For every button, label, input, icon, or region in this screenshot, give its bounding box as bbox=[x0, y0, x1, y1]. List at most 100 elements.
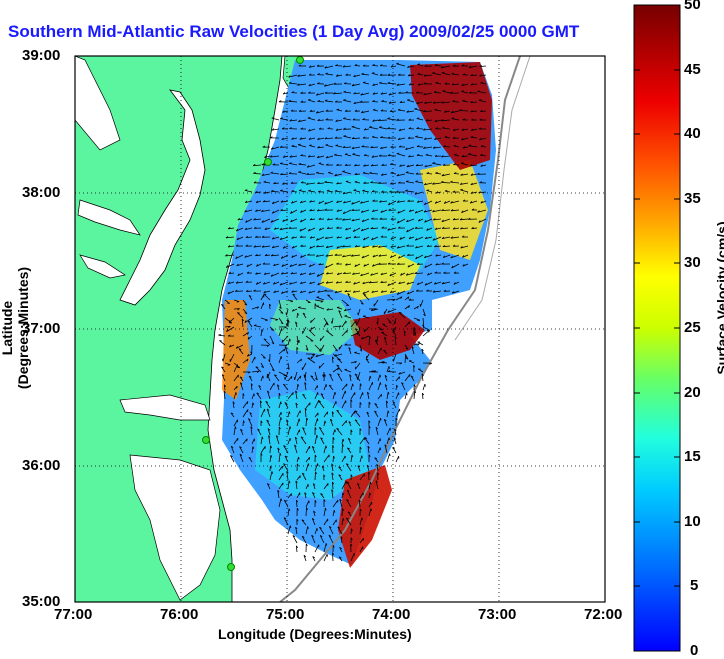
velocity-arrow bbox=[291, 137, 298, 140]
velocity-arrow bbox=[441, 155, 451, 158]
velocity-arrow-head bbox=[262, 145, 266, 148]
velocity-arrow-head bbox=[326, 189, 330, 192]
velocity-arrow-head bbox=[397, 211, 400, 214]
velocity-arrow bbox=[480, 200, 487, 204]
velocity-arrow-head bbox=[290, 211, 293, 214]
velocity-arrow-head bbox=[244, 312, 248, 314]
velocity-arrow-head bbox=[477, 90, 480, 92]
velocity-arrow-head bbox=[451, 265, 454, 269]
velocity-arrow bbox=[248, 418, 253, 427]
velocity-arrow-head bbox=[441, 226, 445, 229]
velocity-arrow bbox=[478, 99, 487, 103]
velocity-arrow bbox=[444, 190, 451, 193]
velocity-arrow-head bbox=[295, 545, 299, 549]
velocity-arrow-head bbox=[240, 382, 243, 385]
velocity-arrow-head bbox=[480, 164, 483, 167]
velocity-arrow-head bbox=[239, 376, 243, 379]
velocity-arrow-head bbox=[324, 373, 326, 377]
velocity-arrow bbox=[367, 446, 370, 454]
velocity-arrow-head bbox=[360, 210, 364, 213]
velocity-arrow-head bbox=[266, 373, 270, 377]
velocity-arrow-head bbox=[415, 135, 418, 138]
velocity-arrow-head bbox=[396, 83, 400, 86]
velocity-arrow-head bbox=[451, 72, 455, 75]
velocity-arrow bbox=[434, 245, 442, 248]
velocity-arrow-head bbox=[372, 264, 375, 267]
velocity-arrow bbox=[324, 200, 334, 205]
velocity-arrow-head bbox=[235, 244, 239, 247]
velocity-arrow bbox=[235, 254, 244, 259]
velocity-arrow-head bbox=[350, 254, 354, 257]
velocity-arrow-head bbox=[380, 109, 384, 112]
velocity-arrow bbox=[317, 182, 325, 184]
velocity-arrow bbox=[424, 182, 433, 186]
velocity-arrow bbox=[453, 173, 460, 175]
velocity-arrow-head bbox=[368, 401, 371, 405]
velocity-arrow-head bbox=[417, 63, 420, 65]
velocity-arrow-head bbox=[310, 320, 312, 323]
velocity-yellow bbox=[320, 245, 420, 300]
velocity-arrow bbox=[267, 483, 271, 490]
velocity-arrow-head bbox=[408, 83, 412, 86]
velocity-arrow-head bbox=[462, 146, 466, 149]
velocity-arrow bbox=[314, 412, 319, 418]
velocity-arrow-head bbox=[387, 136, 390, 139]
velocity-arrow bbox=[289, 281, 298, 285]
velocity-arrow-head bbox=[308, 129, 311, 132]
velocity-arrow bbox=[296, 475, 301, 481]
velocity-arrow bbox=[362, 290, 370, 295]
velocity-arrow-head bbox=[280, 189, 283, 192]
velocity-arrow-head bbox=[289, 338, 291, 342]
colorbar-tick-label: 10 bbox=[684, 513, 701, 530]
velocity-arrow-head bbox=[434, 119, 437, 122]
velocity-arrow bbox=[426, 173, 433, 175]
velocity-arrow bbox=[386, 453, 390, 463]
velocity-arrow bbox=[314, 344, 322, 352]
velocity-arrow-head bbox=[450, 180, 453, 183]
velocity-arrow bbox=[354, 173, 361, 176]
velocity-arrow bbox=[272, 209, 280, 214]
velocity-arrow bbox=[295, 402, 298, 409]
velocity-arrow bbox=[434, 200, 442, 204]
velocity-arrow-head bbox=[295, 480, 298, 484]
velocity-arrow bbox=[390, 172, 397, 175]
velocity-arrow bbox=[325, 144, 334, 148]
velocity-arrow bbox=[417, 64, 424, 67]
velocity-arrow bbox=[354, 373, 361, 382]
velocity-arrow-head bbox=[266, 345, 270, 347]
velocity-arrow bbox=[381, 173, 388, 176]
velocity-arrow-head bbox=[308, 99, 311, 101]
velocity-arrow bbox=[278, 299, 282, 309]
velocity-arrow bbox=[308, 128, 316, 132]
velocity-arrow bbox=[415, 136, 424, 139]
velocity-arrow bbox=[398, 254, 406, 259]
velocity-arrow-head bbox=[317, 290, 320, 293]
velocity-arrow bbox=[277, 384, 280, 391]
velocity-arrow bbox=[407, 290, 415, 295]
velocity-arrow bbox=[441, 181, 451, 184]
velocity-arrow bbox=[361, 218, 370, 223]
velocity-arrow-head bbox=[263, 191, 267, 194]
velocity-arrow-head bbox=[442, 90, 445, 92]
velocity-arrow bbox=[336, 364, 343, 373]
velocity-arrow-head bbox=[245, 280, 249, 283]
velocity-arrow bbox=[341, 383, 348, 391]
velocity-arrow bbox=[360, 200, 370, 204]
velocity-arrow bbox=[304, 492, 307, 499]
velocity-arrow bbox=[395, 392, 399, 400]
velocity-arrow-head bbox=[408, 305, 410, 308]
velocity-arrow bbox=[246, 263, 253, 268]
velocity-arrow-head bbox=[253, 245, 257, 248]
velocity-arrow bbox=[319, 526, 325, 535]
y-tick-label: 39:00 bbox=[22, 47, 61, 64]
velocity-arrow bbox=[350, 332, 359, 337]
velocity-arrow bbox=[229, 317, 235, 323]
velocity-arrow-head bbox=[351, 208, 355, 211]
shelf-contour-2 bbox=[454, 56, 531, 341]
velocity-arrow-head bbox=[406, 229, 409, 233]
velocity-arrow-head bbox=[352, 153, 356, 155]
velocity-arrow-head bbox=[244, 255, 247, 258]
velocity-arrow-head bbox=[283, 348, 286, 352]
velocity-arrow bbox=[296, 340, 300, 346]
velocity-arrow bbox=[292, 245, 298, 249]
